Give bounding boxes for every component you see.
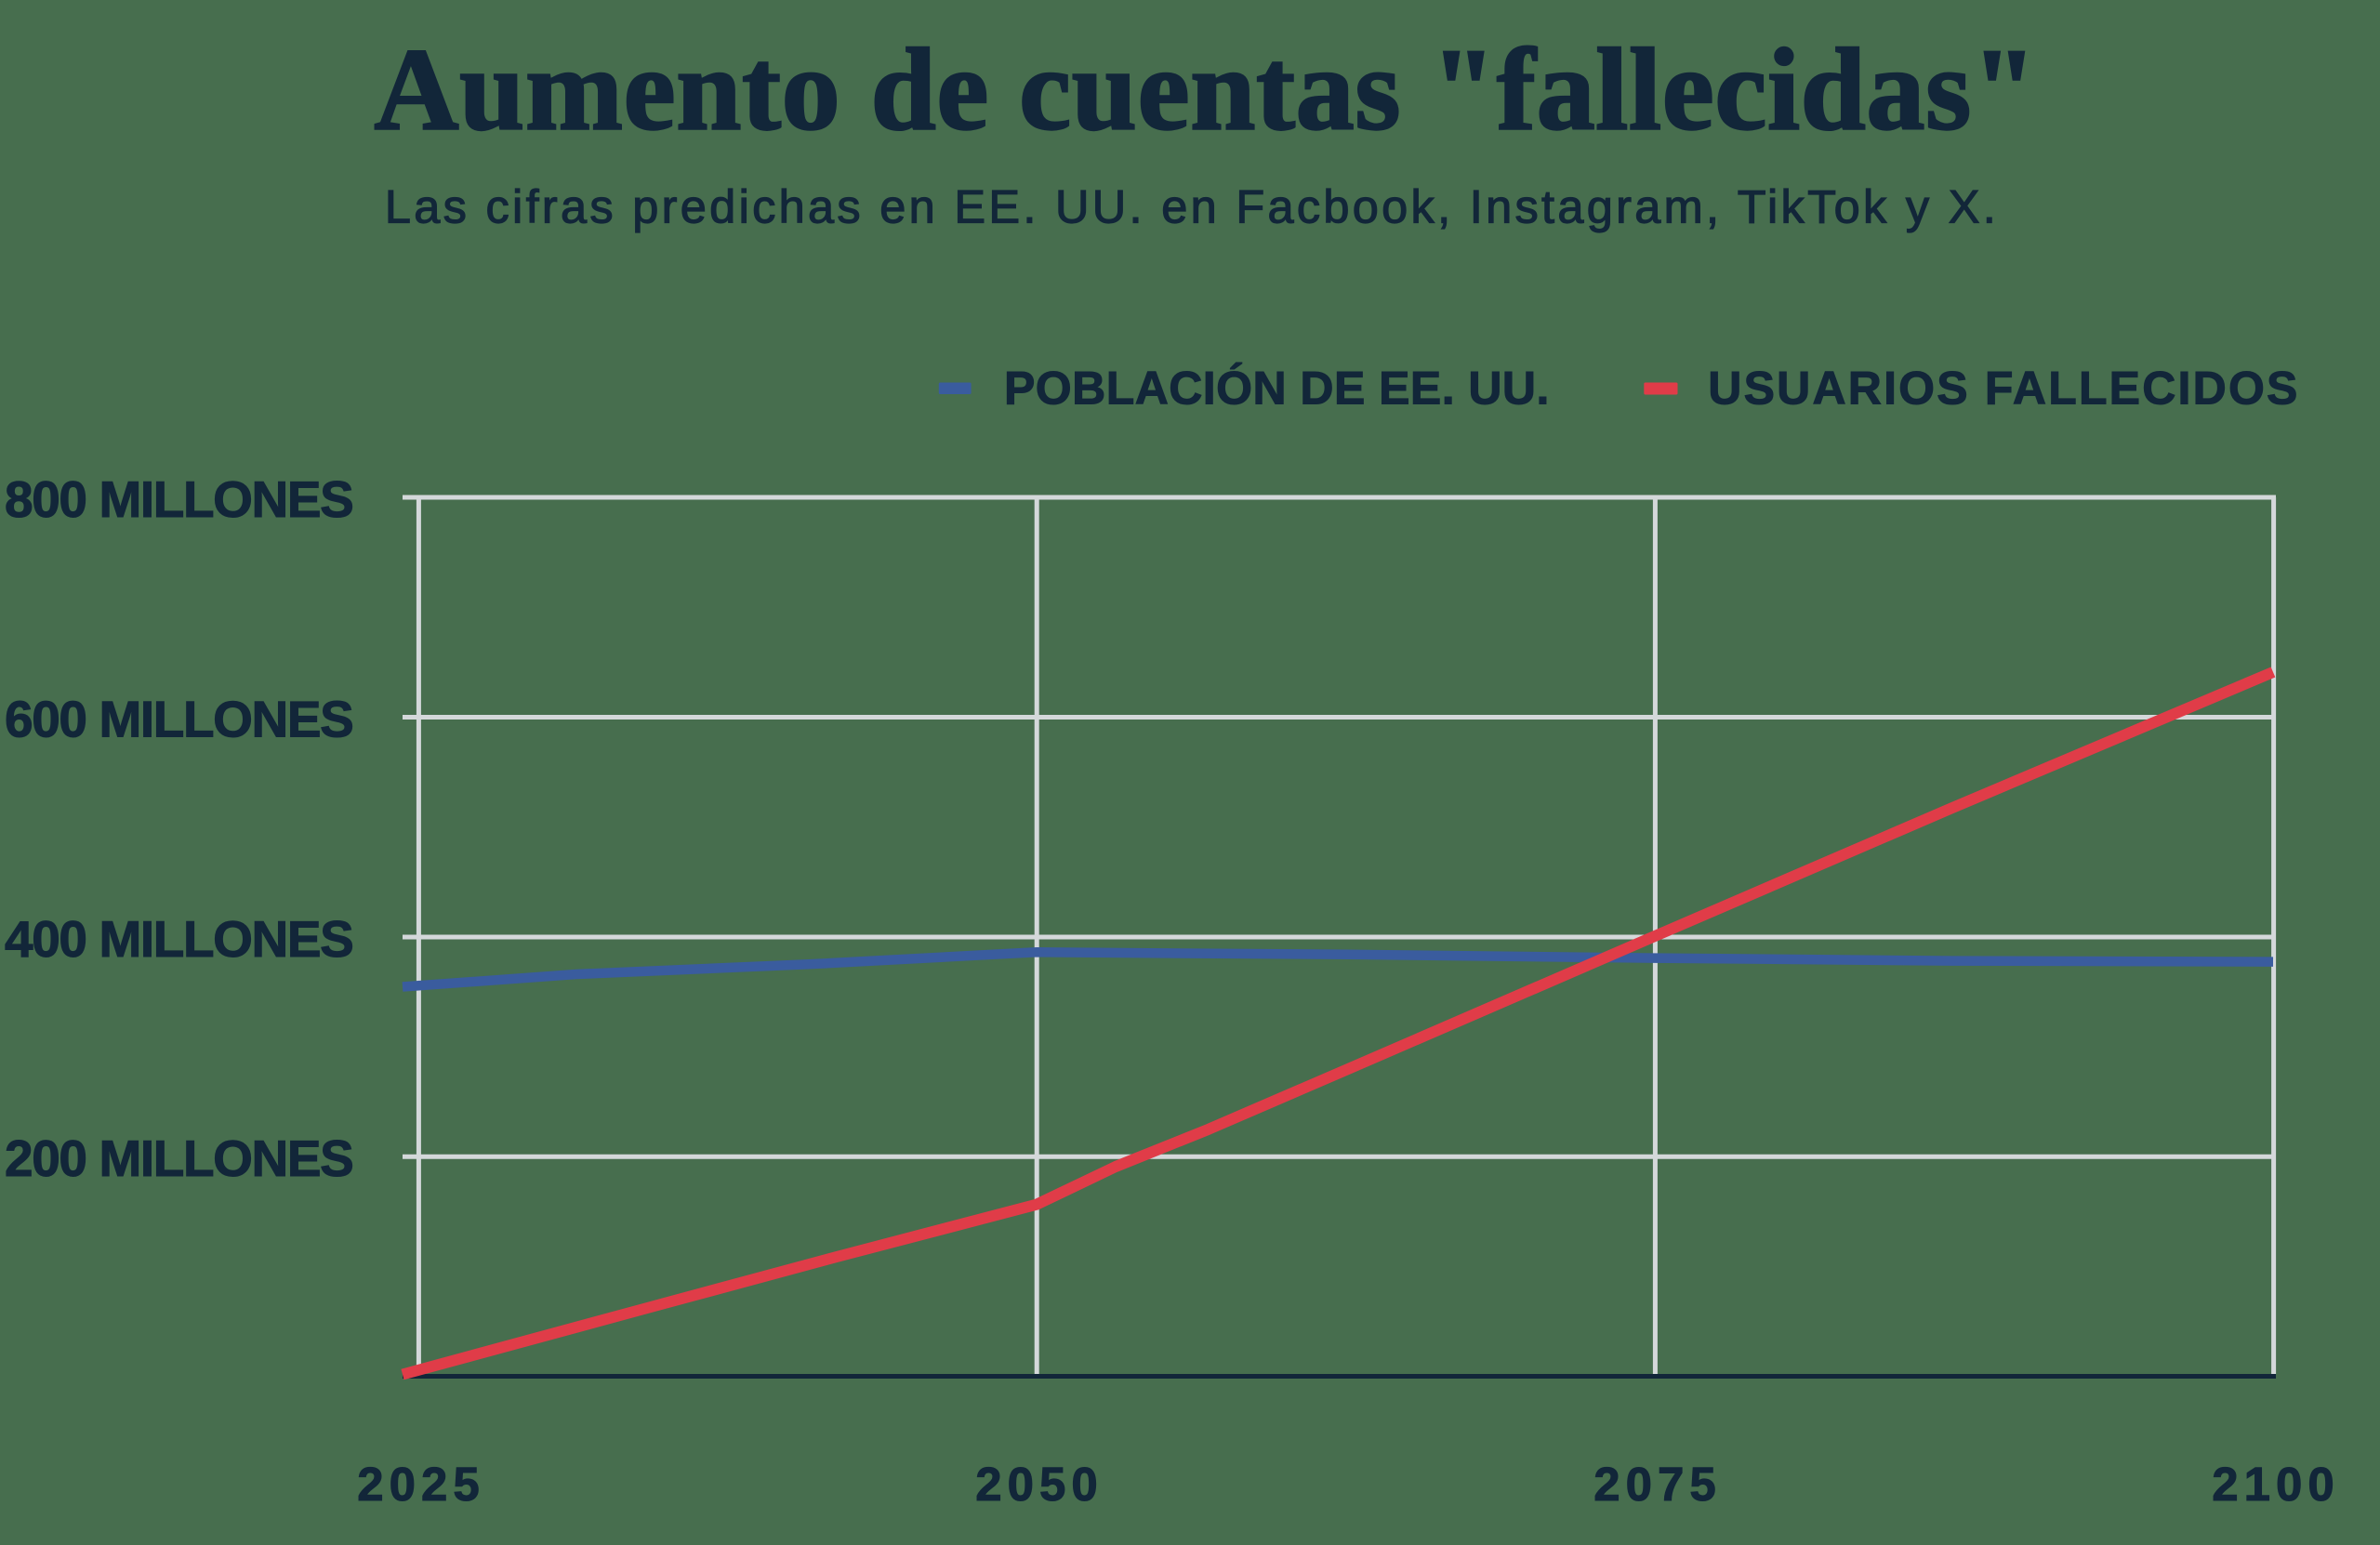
svg-text:400 MILLONES: 400 MILLONES — [5, 910, 352, 968]
svg-text:2075: 2075 — [1593, 1458, 1721, 1511]
svg-text:Las cifras predichas en EE. UU: Las cifras predichas en EE. UU. en Facbo… — [385, 179, 1999, 232]
svg-text:POBLACIÓN DE EE. UU.: POBLACIÓN DE EE. UU. — [1004, 363, 1550, 415]
svg-text:2100: 2100 — [2212, 1458, 2339, 1511]
svg-text:800 MILLONES: 800 MILLONES — [5, 470, 352, 528]
svg-text:2050: 2050 — [975, 1458, 1103, 1511]
svg-text:2025: 2025 — [357, 1458, 484, 1511]
svg-text:Aumento de cuentas "fallecidas: Aumento de cuentas "fallecidas" — [374, 25, 2037, 154]
svg-text:200 MILLONES: 200 MILLONES — [5, 1129, 352, 1187]
svg-text:600 MILLONES: 600 MILLONES — [5, 690, 352, 747]
svg-text:USUARIOS FALLECIDOS: USUARIOS FALLECIDOS — [1708, 363, 2299, 415]
